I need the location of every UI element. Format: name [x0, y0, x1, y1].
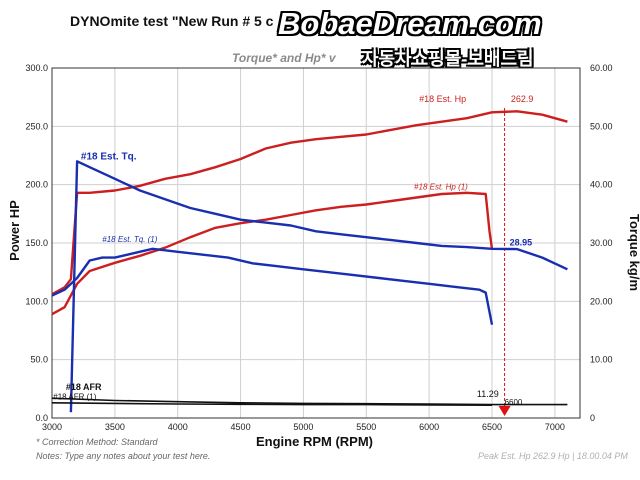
annotation-hp-label: #18 Est. Hp: [419, 94, 466, 104]
notes-text: Notes: Type any notes about your test he…: [36, 451, 211, 461]
series-line-1: [51, 191, 494, 316]
y2-tick-label: 10.00: [590, 355, 613, 365]
y2-tick-label: 40.00: [590, 180, 613, 190]
y-tick-label: 50.0: [30, 355, 48, 365]
watermark-brand-sub: 자동차쇼핑몰-보배드림: [362, 49, 534, 69]
x-tick-label: 4500: [231, 422, 251, 432]
x-tick-label: 5000: [293, 422, 313, 432]
x-tick-label: 3000: [42, 422, 62, 432]
x-tick-label: 3500: [105, 422, 125, 432]
y-tick-label: 100.0: [25, 296, 48, 306]
series-line-2: [69, 160, 568, 413]
y-tick-label: 150.0: [25, 238, 48, 248]
y-tick-label: 0.0: [35, 413, 48, 423]
annotation-hp-peak: 262.9: [511, 94, 534, 104]
annotation-cursor-rpm: 6600: [505, 398, 523, 407]
y-axis-label-left: Power HP: [6, 200, 22, 261]
y-tick-label: 250.0: [25, 121, 48, 131]
x-tick-label: 6500: [482, 422, 502, 432]
x-tick-label: 4000: [168, 422, 188, 432]
chart-subtitle: Torque* and Hp* v: [232, 51, 336, 65]
x-tick-label: 6000: [419, 422, 439, 432]
series-line-3: [51, 247, 494, 325]
annotation-tq-label: #18 Est. Tq.: [81, 152, 137, 163]
annotation-tq-value: 28.95: [510, 237, 533, 247]
annotation-afr1-label: #18 AFR (1): [53, 392, 96, 401]
y2-tick-label: 60.00: [590, 63, 613, 73]
y-axis-label-right: Torque kg/m: [627, 213, 640, 292]
y2-tick-label: 0: [590, 413, 595, 423]
watermark-brand: BobaeDream.com: [278, 6, 542, 41]
annotation-afr-value: 11.29: [477, 389, 499, 399]
series-line-5: [51, 402, 493, 407]
annotation-tq1-label: #18 Est. Tq. (1): [102, 235, 157, 244]
peak-stamp: Peak Est. Hp 262.9 Hp | 18.00.04 PM: [478, 451, 628, 461]
x-axis-label: Engine RPM (RPM): [256, 434, 373, 449]
x-tick-label: 5500: [356, 422, 376, 432]
y2-tick-label: 50.00: [590, 121, 613, 131]
plot-frame: [51, 67, 581, 419]
series-line-0: [51, 110, 568, 296]
annotation-afr-label: #18 AFR: [66, 382, 102, 392]
y-tick-label: 300.0: [25, 63, 48, 73]
y2-tick-label: 20.00: [590, 296, 613, 306]
y-tick-label: 200.0: [25, 180, 48, 190]
cursor-marker: [498, 406, 511, 416]
annotation-hp1-label: #18 Est. Hp (1): [414, 182, 468, 191]
correction-note: * Correction Method: Standard: [36, 437, 158, 447]
y2-tick-label: 30.00: [590, 238, 613, 248]
x-tick-label: 7000: [545, 422, 565, 432]
page-title: DYNOmite test "New Run # 5 c: [70, 13, 274, 29]
